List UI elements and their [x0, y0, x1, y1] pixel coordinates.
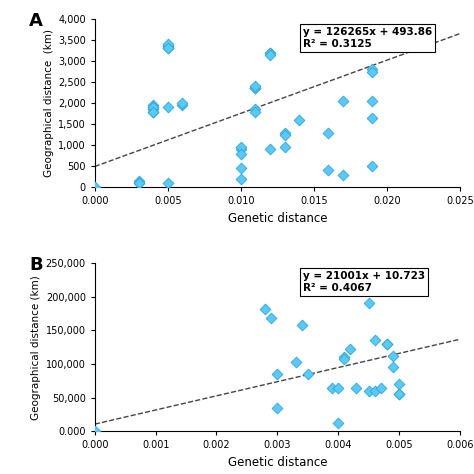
Point	[281, 129, 288, 137]
Point	[164, 45, 172, 52]
Point	[353, 384, 360, 392]
Point	[237, 175, 245, 182]
Point	[340, 356, 348, 363]
Point	[371, 387, 378, 395]
Point	[334, 384, 342, 392]
Text: B: B	[29, 256, 43, 274]
Point	[266, 49, 274, 56]
Point	[273, 370, 281, 378]
Point	[339, 97, 347, 105]
Point	[237, 146, 245, 153]
Point	[149, 103, 157, 111]
Point	[179, 101, 186, 109]
Point	[395, 391, 403, 398]
Point	[273, 404, 281, 411]
Point	[365, 300, 372, 307]
Point	[237, 164, 245, 172]
Point	[164, 179, 172, 187]
Text: A: A	[29, 12, 43, 30]
Point	[325, 129, 332, 137]
Point	[164, 43, 172, 50]
Y-axis label: Geographical distance  (km): Geographical distance (km)	[44, 29, 54, 177]
Point	[377, 384, 384, 392]
Text: y = 126265x + 493.86
R² = 0.3125: y = 126265x + 493.86 R² = 0.3125	[303, 27, 432, 49]
Point	[149, 108, 157, 115]
Point	[266, 49, 274, 56]
Point	[237, 150, 245, 157]
Point	[383, 340, 391, 347]
Point	[334, 419, 342, 427]
Point	[368, 68, 376, 75]
Point	[365, 387, 372, 395]
Point	[149, 106, 157, 113]
Point	[395, 381, 403, 388]
Point	[149, 101, 157, 109]
Text: y = 21001x + 10.723
R² = 0.4067: y = 21001x + 10.723 R² = 0.4067	[303, 272, 425, 293]
Point	[252, 84, 259, 92]
Point	[371, 337, 378, 344]
Point	[395, 391, 403, 398]
Point	[237, 144, 245, 151]
Point	[267, 314, 275, 322]
Point	[328, 384, 336, 392]
Point	[389, 364, 397, 371]
Point	[164, 43, 172, 50]
Point	[304, 370, 311, 378]
Point	[252, 84, 259, 92]
Point	[149, 103, 157, 111]
Point	[298, 321, 305, 329]
Point	[164, 45, 172, 52]
Point	[325, 167, 332, 174]
X-axis label: Genetic distance: Genetic distance	[228, 456, 327, 469]
Point	[368, 97, 376, 105]
Y-axis label: Geographical distance (km): Geographical distance (km)	[31, 275, 42, 419]
Point	[252, 106, 259, 113]
Point	[368, 114, 376, 122]
Point	[339, 171, 347, 178]
Point	[135, 177, 142, 185]
Point	[261, 305, 269, 312]
Point	[164, 103, 172, 111]
Point	[346, 346, 354, 353]
Point	[266, 51, 274, 58]
Point	[179, 100, 186, 107]
Point	[368, 66, 376, 73]
Point	[135, 179, 142, 187]
Point	[389, 352, 397, 360]
X-axis label: Genetic distance: Genetic distance	[228, 212, 327, 225]
Point	[91, 428, 99, 435]
Point	[295, 116, 303, 124]
Point	[281, 144, 288, 151]
Point	[266, 146, 274, 153]
Point	[368, 163, 376, 170]
Point	[135, 179, 142, 187]
Point	[149, 108, 157, 115]
Point	[252, 82, 259, 90]
Point	[292, 358, 300, 366]
Point	[91, 183, 99, 191]
Point	[281, 131, 288, 138]
Point	[383, 340, 391, 347]
Point	[252, 108, 259, 115]
Point	[164, 40, 172, 48]
Point	[340, 354, 348, 361]
